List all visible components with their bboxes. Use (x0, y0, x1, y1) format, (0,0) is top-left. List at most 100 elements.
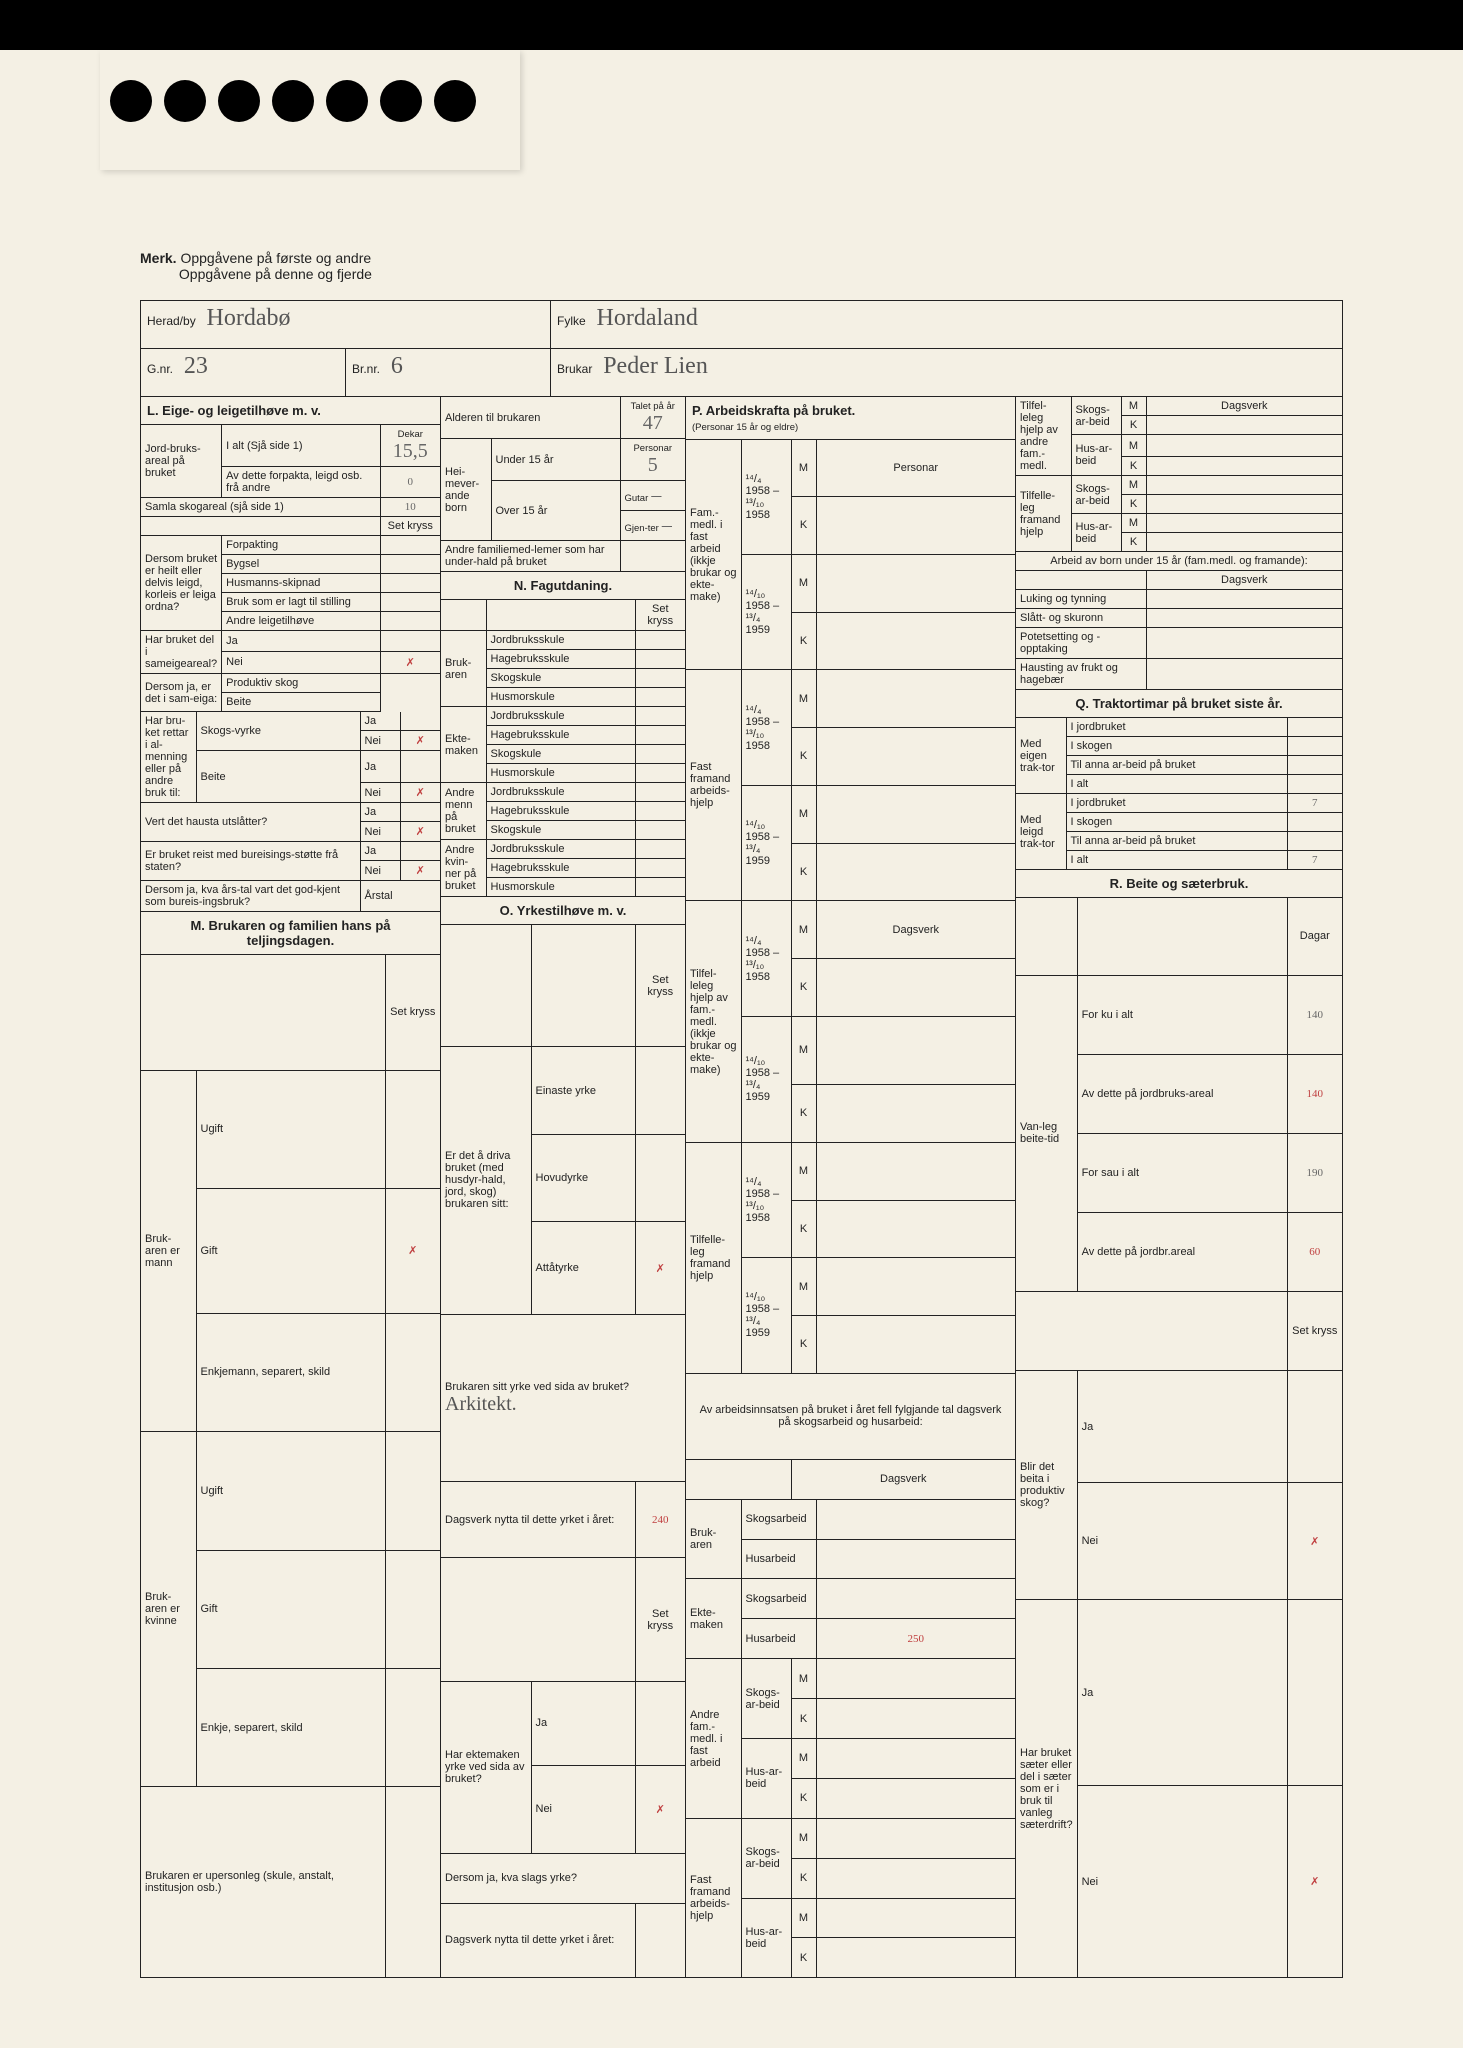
N-skogskule2: Skogskule (486, 745, 635, 764)
P-hus-ar: Hus-ar-beid (741, 1739, 791, 1819)
P-M: M (791, 1016, 816, 1084)
col-mid: Alderen til brukaren Talet på år47 Hei-m… (441, 397, 686, 1977)
N-jordbruk4: Jordbruksskule (486, 840, 635, 859)
Q-skogen1: I skogen (1066, 737, 1287, 756)
L-avdette-lbl: Av dette forpakta, leigd osb. frå andre (222, 467, 380, 498)
N-husmor4: Husmorskule (486, 878, 635, 897)
L-avdette-val: 0 (380, 467, 440, 498)
P-p2d: ¹⁴/₁₀ 1958 –¹³/₄ 1959 (741, 1258, 791, 1373)
P-p2b: ¹⁴/₁₀ 1958 –¹³/₄ 1959 (741, 785, 791, 900)
hole (218, 80, 260, 122)
ja: Ja (360, 712, 400, 731)
L-husmanns: Husmanns-skipnad (222, 574, 380, 593)
O-dagsverk-val: 240 (635, 1482, 685, 1558)
R-setkryss: Set kryss (1287, 1292, 1342, 1371)
L-dekar: Dekar (398, 429, 423, 440)
P-andrefam: Andre fam.-medl. i fast arbeid (686, 1659, 741, 1819)
P-p1a: ¹⁴/₄ 1958 –¹³/₁₀ 1958 (741, 440, 791, 554)
alderen-o15: Over 15 år (491, 481, 620, 541)
R-kujord-val: 140 (1287, 1054, 1342, 1133)
P-p2c: ¹⁴/₁₀ 1958 –¹³/₄ 1959 (741, 1016, 791, 1142)
L-harbruk: Har bru-ket rettar i al-menning eller på… (141, 712, 196, 803)
table-O: Set kryss Er det å driva bruket (med hus… (441, 925, 685, 1977)
Q-anna1: Til anna ar-beid på bruket (1066, 756, 1287, 775)
L-ja: Ja (222, 631, 380, 652)
P-M: M (791, 1659, 816, 1699)
P-personar: Personar (816, 440, 1015, 496)
P-fast-lbl: Fast framand arbeids-hjelp (686, 670, 741, 901)
fylke-label: Fylke (557, 314, 586, 328)
ja: Ja (360, 842, 400, 861)
P-M: M (791, 1142, 816, 1200)
L-skog-val: 10 (380, 498, 440, 517)
Q-anna2: Til anna ar-beid på bruket (1066, 832, 1287, 851)
section-P-title: P. Arbeidskrafta på bruket. (692, 403, 855, 418)
P-dagsverk2: Dagsverk (791, 1459, 1015, 1499)
N-andrekvin: Andre kvin-ner på bruket (441, 840, 486, 897)
N-ektemaken: Ekte-maken (441, 707, 486, 783)
ja: Ja (360, 751, 400, 783)
P-K: K (791, 1938, 816, 1977)
L-sameige-q: Har bruket del i sameigeareal? (141, 631, 222, 674)
P-K: K (791, 1858, 816, 1898)
O-setkryss2: Set kryss (635, 1558, 685, 1682)
hole (164, 80, 206, 122)
R-ja: Ja (1077, 1371, 1287, 1483)
P-K: K (791, 959, 816, 1017)
L-dersomja: Dersom ja, er det i sam-eiga: (141, 674, 222, 712)
R-kujord: Av dette på jordbruks-areal (1077, 1054, 1287, 1133)
nei: Nei (360, 783, 400, 803)
Rtop-hausting: Hausting av frukt og hagebær (1016, 659, 1146, 690)
table-P: Fam.-medl. i fast arbeid (ikkje brukar o… (686, 440, 1015, 1977)
alderen-val: 47 (643, 412, 663, 434)
P-tilffra: Tilfelle-leg framand hjelp (686, 1142, 741, 1373)
L-ialt-lbl: I alt (Sjå side 1) (222, 425, 380, 467)
P-skogs-ar2: Skogs-ar-beid (741, 1818, 791, 1898)
Q-leigd-jord-val: 7 (1287, 794, 1342, 813)
P-fastfra: Fast framand arbeids-hjelp (686, 1818, 741, 1977)
P-husarbeid2: Husarbeid (741, 1619, 816, 1659)
Rtop-hus: Hus-ar-beid (1071, 435, 1121, 476)
L-bygsel: Bygsel (222, 555, 380, 574)
M-enkje2: Enkje, separert, skild (196, 1668, 385, 1786)
alderen-lbl: Alderen til brukaren (441, 397, 620, 439)
alderen-andrefam: Andre familiemed-lemer som har under-hal… (441, 541, 620, 572)
N-hagebruk3: Hagebruksskule (486, 802, 635, 821)
gnr-value: 23 (184, 353, 208, 379)
O-sideyrke-q: Brukaren sitt yrke ved sida av bruket? (445, 1381, 629, 1393)
R-saeter-q: Har bruket sæter eller del i sæter som e… (1016, 1600, 1077, 1977)
Q-ialt2: I alt (1066, 851, 1287, 870)
alderen-u15: Under 15 år (491, 439, 620, 481)
form-body: L. Eige- og leigetilhøve m. v. Jord-bruk… (141, 397, 1342, 1977)
L-beite: Beite (222, 693, 380, 712)
L-skogsvyrke-nei: ✗ (400, 731, 440, 751)
Rtop-K: K (1121, 416, 1146, 435)
N-hagebruk1: Hagebruksskule (486, 650, 635, 669)
R-saeter-nei: ✗ (1287, 1786, 1342, 1977)
brukar-cell: Brukar Peder Lien (551, 349, 1342, 396)
ja: Ja (360, 803, 400, 822)
Rtop-born: Arbeid av born under 15 år (fam.medl. og… (1016, 552, 1342, 571)
col-P: P. Arbeidskrafta på bruket. (Personar 15… (686, 397, 1016, 1977)
P-M: M (791, 440, 816, 496)
header-row-2: G.nr. 23 Br.nr. 6 Brukar Peder Lien (141, 349, 1342, 397)
O-sideyrke-cell: Brukaren sitt yrke ved sida av bruket? A… (441, 1314, 685, 1482)
Rtop-M: M (1121, 397, 1146, 416)
merk-line1: Oppgåvene på første og andre (180, 250, 371, 266)
L-sameige-nei-x: ✗ (380, 651, 440, 673)
M-gift: Gift (196, 1189, 385, 1314)
P-K: K (791, 1085, 816, 1143)
table-N: Set kryss Bruk-aren Jordbruksskule Hageb… (441, 600, 685, 897)
Rtop-skogs2: Skogs-ar-beid (1071, 476, 1121, 514)
N-hagebruk4: Hagebruksskule (486, 859, 635, 878)
Rtop-K: K (1121, 495, 1146, 514)
hole (434, 80, 476, 122)
L-dersom-lbl: Dersom bruket er heilt eller delvis leig… (141, 536, 222, 631)
O-ja: Ja (531, 1681, 635, 1765)
L-arstal: Årstal (360, 881, 440, 912)
P-K: K (791, 1315, 816, 1373)
N-jordbruk3: Jordbruksskule (486, 783, 635, 802)
P-p1c: ¹⁴/₄ 1958 –¹³/₁₀ 1958 (741, 901, 791, 1016)
R-beitaskog-nei: ✗ (1287, 1482, 1342, 1600)
merk-label: Merk. (140, 250, 177, 266)
